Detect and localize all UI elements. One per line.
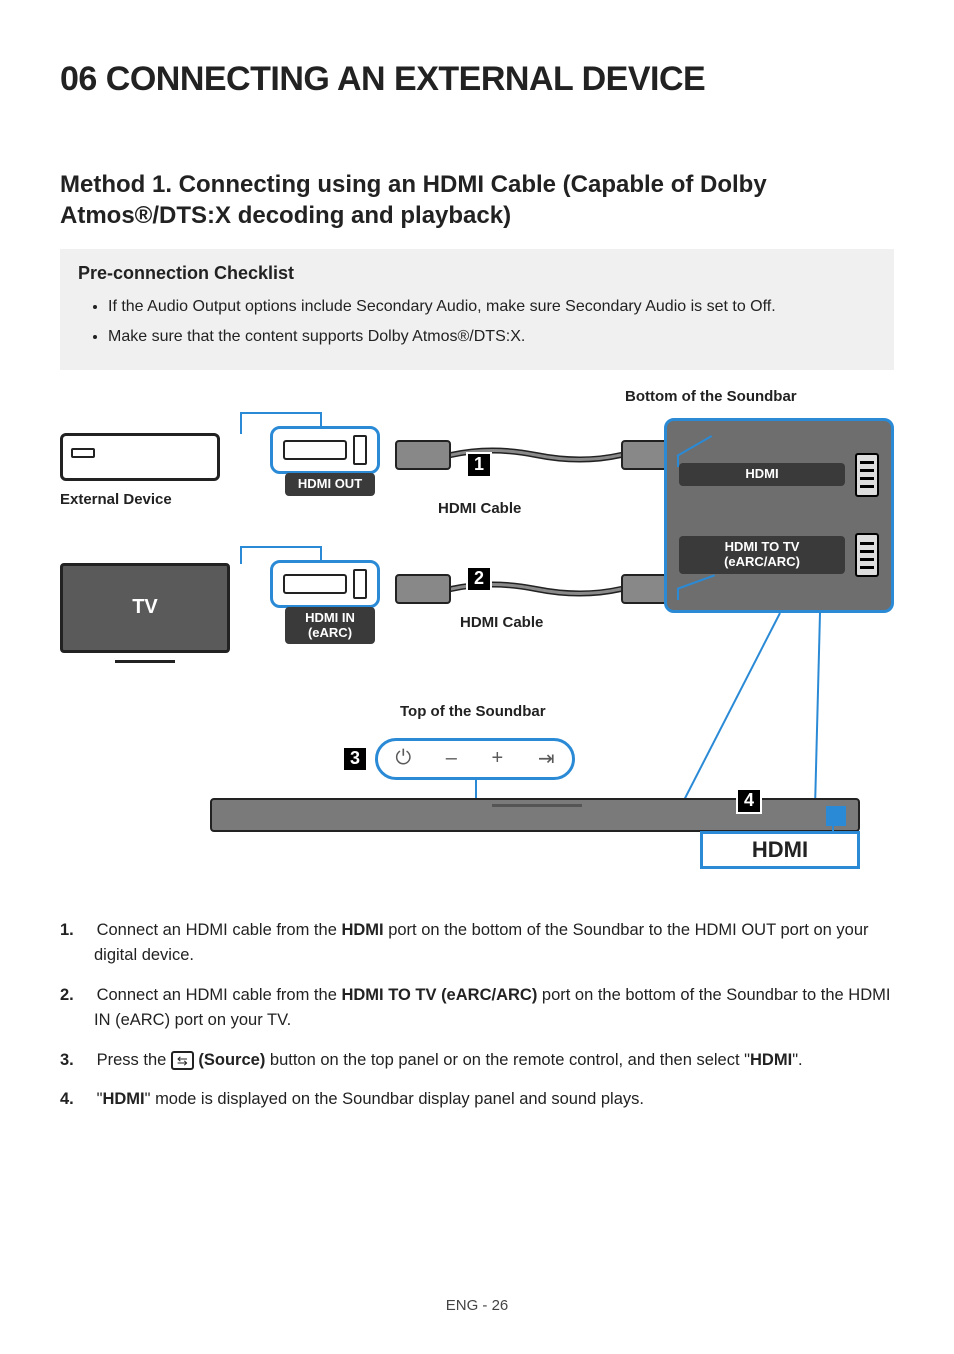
source-inline-icon: ⇆ bbox=[171, 1051, 194, 1071]
external-device-icon bbox=[60, 433, 220, 481]
tv-icon: TV bbox=[60, 563, 230, 653]
step-item: 3. Press the ⇆ (Source) button on the to… bbox=[84, 1048, 894, 1074]
hdmi-to-tv-port-icon bbox=[855, 533, 879, 577]
hdmi-mode-display: HDMI bbox=[700, 831, 860, 869]
soundbar-top-controls: ⏻ – + ⇥ bbox=[375, 738, 575, 780]
step-item: 1. Connect an HDMI cable from the HDMI p… bbox=[84, 918, 894, 969]
connection-diagram: Bottom of the Soundbar External Device H… bbox=[60, 388, 894, 888]
checklist-item: If the Audio Output options include Seco… bbox=[108, 294, 876, 320]
hdmi-cable-2-left bbox=[395, 574, 451, 604]
checklist-box: Pre-connection Checklist If the Audio Ou… bbox=[60, 249, 894, 369]
page-footer: ENG - 26 bbox=[0, 1297, 954, 1314]
soundbar-display-indicator bbox=[826, 806, 846, 826]
label-hdmi-cable-2: HDMI Cable bbox=[460, 614, 543, 631]
tv-stand bbox=[115, 653, 175, 663]
label-external-device: External Device bbox=[60, 491, 172, 508]
label-hdmi-cable-1: HDMI Cable bbox=[438, 500, 521, 517]
chapter-title: 06 CONNECTING AN EXTERNAL DEVICE bbox=[60, 60, 894, 99]
vol-down-icon: – bbox=[446, 747, 457, 770]
method-title: Method 1. Connecting using an HDMI Cable… bbox=[60, 169, 894, 231]
steps-list: 1. Connect an HDMI cable from the HDMI p… bbox=[60, 918, 894, 1113]
step-badge-1: 1 bbox=[466, 452, 492, 478]
checklist-title: Pre-connection Checklist bbox=[78, 263, 876, 284]
step-badge-2: 2 bbox=[466, 566, 492, 592]
vol-up-icon: + bbox=[492, 747, 504, 770]
hdmi-cable-1-left bbox=[395, 440, 451, 470]
power-icon: ⏻ bbox=[395, 747, 411, 770]
label-top-soundbar: Top of the Soundbar bbox=[400, 703, 546, 720]
chip-hdmi-in: HDMI IN (eARC) bbox=[285, 607, 375, 645]
checklist-list: If the Audio Output options include Seco… bbox=[78, 294, 876, 349]
soundbar-body-icon bbox=[210, 798, 860, 832]
step-item: 4. "HDMI" mode is displayed on the Sound… bbox=[84, 1087, 894, 1113]
chip-hdmi: HDMI bbox=[679, 463, 845, 486]
chip-hdmi-out: HDMI OUT bbox=[285, 473, 375, 496]
step-item: 2. Connect an HDMI cable from the HDMI T… bbox=[84, 983, 894, 1034]
chip-hdmi-to-tv: HDMI TO TV (eARC/ARC) bbox=[679, 536, 845, 574]
hdmi-out-port bbox=[270, 426, 380, 474]
step-badge-4: 4 bbox=[736, 788, 762, 814]
hdmi-port-icon bbox=[855, 453, 879, 497]
checklist-item: Make sure that the content supports Dolb… bbox=[108, 324, 876, 350]
hdmi-in-port bbox=[270, 560, 380, 608]
source-icon: ⇥ bbox=[538, 746, 555, 771]
label-bottom-soundbar: Bottom of the Soundbar bbox=[625, 388, 797, 405]
step-badge-3: 3 bbox=[342, 746, 368, 772]
callout-lines bbox=[660, 613, 840, 813]
soundbar-bottom-panel: HDMI HDMI TO TV (eARC/ARC) bbox=[664, 418, 894, 613]
